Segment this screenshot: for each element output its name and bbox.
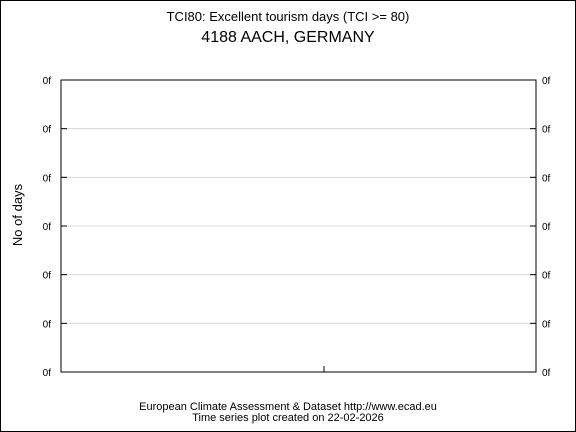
y-tick-label-right: 0f bbox=[542, 125, 551, 136]
grid-lines bbox=[61, 128, 536, 324]
chart-title: TCI80: Excellent tourism days (TCI >= 80… bbox=[167, 9, 410, 24]
y-tick-label-left: 0f bbox=[43, 125, 52, 136]
y-tick-label-right: 0f bbox=[542, 319, 551, 330]
y-tick-label-left: 0f bbox=[43, 319, 52, 330]
y-tick-label-right: 0f bbox=[542, 173, 551, 184]
y-tick-label-left: 0f bbox=[43, 368, 52, 379]
footer-line-1: European Climate Assessment & Dataset ht… bbox=[139, 401, 437, 413]
chart-subtitle: 4188 AACH, GERMANY bbox=[201, 29, 375, 46]
y-tick-label-right: 0f bbox=[542, 271, 551, 282]
y-tick-label-left: 0f bbox=[43, 76, 52, 87]
y-tick-label-left: 0f bbox=[43, 271, 52, 282]
y-tick-label-left: 0f bbox=[43, 173, 52, 184]
y-tick-label-right: 0f bbox=[542, 222, 551, 233]
y-tick-label-right: 0f bbox=[542, 368, 551, 379]
y-axis-label: No of days bbox=[10, 183, 25, 246]
y-tick-label-right: 0f bbox=[542, 76, 551, 87]
y-ticks: 0f 0f 0f 0f 0f 0f 0f 0f 0f 0f 0f 0f 0f 0f bbox=[43, 76, 551, 379]
y-tick-label-left: 0f bbox=[43, 222, 52, 233]
footer-line-2: Time series plot created on 22-02-2026 bbox=[192, 412, 384, 424]
